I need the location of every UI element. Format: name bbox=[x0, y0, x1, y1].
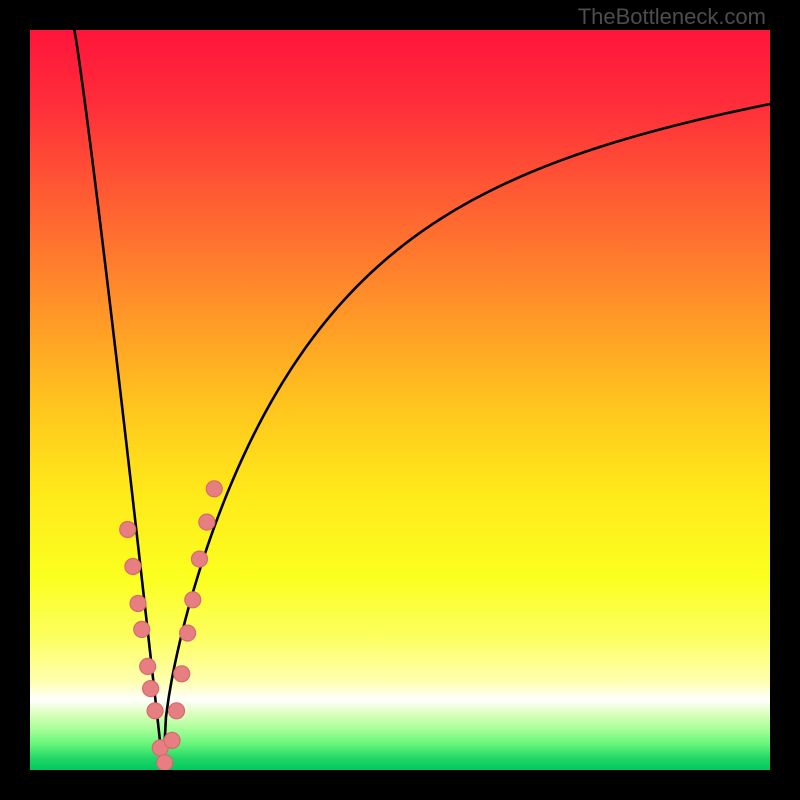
marker-left bbox=[147, 703, 163, 719]
marker-left bbox=[125, 559, 141, 575]
marker-right bbox=[199, 514, 215, 530]
plot-area bbox=[30, 30, 770, 770]
marker-left bbox=[157, 755, 173, 770]
marker-right bbox=[180, 625, 196, 641]
curve-layer bbox=[30, 30, 770, 770]
marker-right bbox=[185, 592, 201, 608]
marker-left bbox=[130, 596, 146, 612]
marker-right bbox=[206, 481, 222, 497]
marker-left bbox=[134, 621, 150, 637]
marker-right bbox=[191, 551, 207, 567]
marker-left bbox=[120, 522, 136, 538]
watermark-text: TheBottleneck.com bbox=[578, 4, 766, 30]
marker-right bbox=[174, 666, 190, 682]
marker-left bbox=[140, 658, 156, 674]
bottleneck-curve bbox=[74, 30, 770, 770]
marker-right bbox=[164, 732, 180, 748]
marker-left bbox=[143, 681, 159, 697]
marker-right bbox=[169, 703, 185, 719]
chart-frame: TheBottleneck.com bbox=[0, 0, 800, 800]
